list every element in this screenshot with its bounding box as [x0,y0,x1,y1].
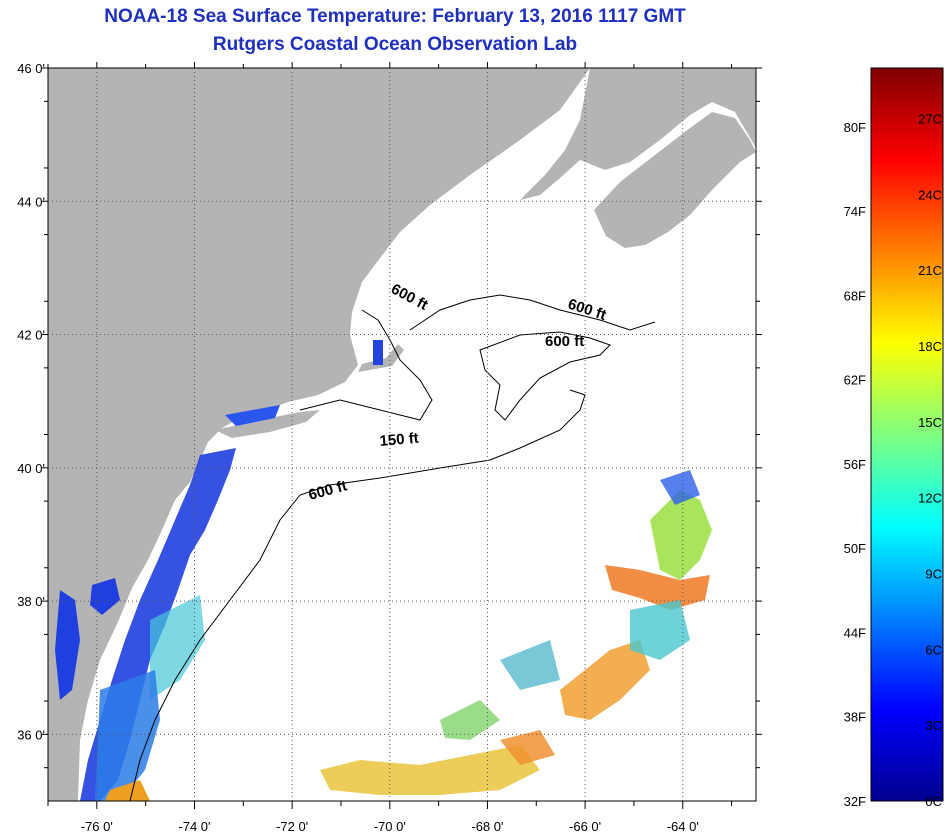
contour-label-600ft-3: 600 ft [545,333,584,350]
colorbar-f-label: 32F [844,794,866,809]
colorbar-c-label: 0C [925,794,942,809]
land-mainland [48,68,590,801]
lat-tick-label: 44 0' [17,194,45,209]
colorbar-fahrenheit-labels: 80F 74F 68F 62F 56F 50F 44F 38F 32F [844,120,866,809]
temperature-colorbar [870,67,944,802]
colorbar-f-label: 68F [844,288,866,303]
lon-tick-label: -70 0' [374,819,406,834]
sst-south-band-yellow [320,745,540,795]
lat-tick-label: 36 0' [17,727,45,742]
sst-chesapeake-bay [55,590,80,700]
colorbar-f-label: 56F [844,457,866,472]
lat-tick-label: 40 0' [17,461,45,476]
colorbar-c-label: 15C [918,415,942,430]
sst-gulf-stream-orange [605,565,710,610]
longitude-labels: -76 0' -74 0' -72 0' -70 0' -68 0' -66 0' -64 … [81,819,699,834]
colorbar-f-label: 44F [844,625,866,640]
colorbar-c-label: 9C [925,567,942,582]
sst-eddy-cyan [630,600,690,660]
lat-tick-label: 46 0' [17,61,45,76]
contour-600ft-gulf-of-maine [409,294,656,331]
land-nova-scotia [594,112,756,248]
sst-gulf-stream-green [650,490,712,580]
lon-tick-label: -66 0' [569,819,601,834]
land-new-brunswick [520,68,756,200]
sst-south-band-green [440,700,500,740]
lon-tick-label: -74 0' [178,819,210,834]
colorbar-celsius-labels: 27C 24C 21C 18C 15C 12C 9C 6C 3C 0C [918,112,942,809]
lat-tick-label: 42 0' [17,328,45,343]
sst-south-band-orange [500,730,555,765]
latitude-labels: 46 0' 44 0' 42 0' 40 0' 38 0' 36 0' [17,61,45,742]
sst-south-band-teal [500,640,560,690]
colorbar-f-label: 38F [844,710,866,725]
colorbar-f-label: 62F [844,373,866,388]
map-title: NOAA-18 Sea Surface Temperature: Februar… [104,6,686,27]
contour-label-150ft: 150 ft [379,430,420,450]
colorbar-c-label: 27C [918,112,942,127]
colorbar-f-label: 80F [844,120,866,135]
sst-delaware-bay [90,578,120,615]
colorbar-c-label: 18C [918,339,942,354]
lon-tick-label: -76 0' [81,819,113,834]
colorbar-c-label: 12C [918,491,942,506]
sst-warm-southern-tip [105,780,150,801]
sst-gulf-stream-warm-core [560,640,650,720]
contour-600ft-shelf-edge [129,389,586,801]
colorbar-c-label: 21C [918,263,942,278]
colorbar-c-label: 24C [918,187,942,202]
axis-ticks [42,62,762,809]
sst-cape-cod-bay [373,340,383,365]
map-subtitle: Rutgers Coastal Ocean Observation Lab [212,34,578,55]
land-long-island [215,410,320,438]
contour-150ft [299,309,433,421]
lat-tick-label: 38 0' [17,594,45,609]
lon-tick-label: -64 0' [667,819,699,834]
land-cape-cod [358,344,404,372]
sst-sound-water [225,405,280,426]
colorbar-f-label: 74F [844,204,866,219]
colorbar-f-label: 50F [844,541,866,556]
colorbar-c-label: 3C [925,718,942,733]
sst-eddy-blue [660,470,700,505]
sst-southern-shelf [95,670,160,801]
lon-tick-label: -68 0' [471,819,503,834]
colorbar-c-label: 6C [925,642,942,657]
sst-shelf-mid-cyan [150,595,205,700]
contour-600ft-georges-bank [479,331,611,421]
lon-tick-label: -72 0' [276,819,308,834]
